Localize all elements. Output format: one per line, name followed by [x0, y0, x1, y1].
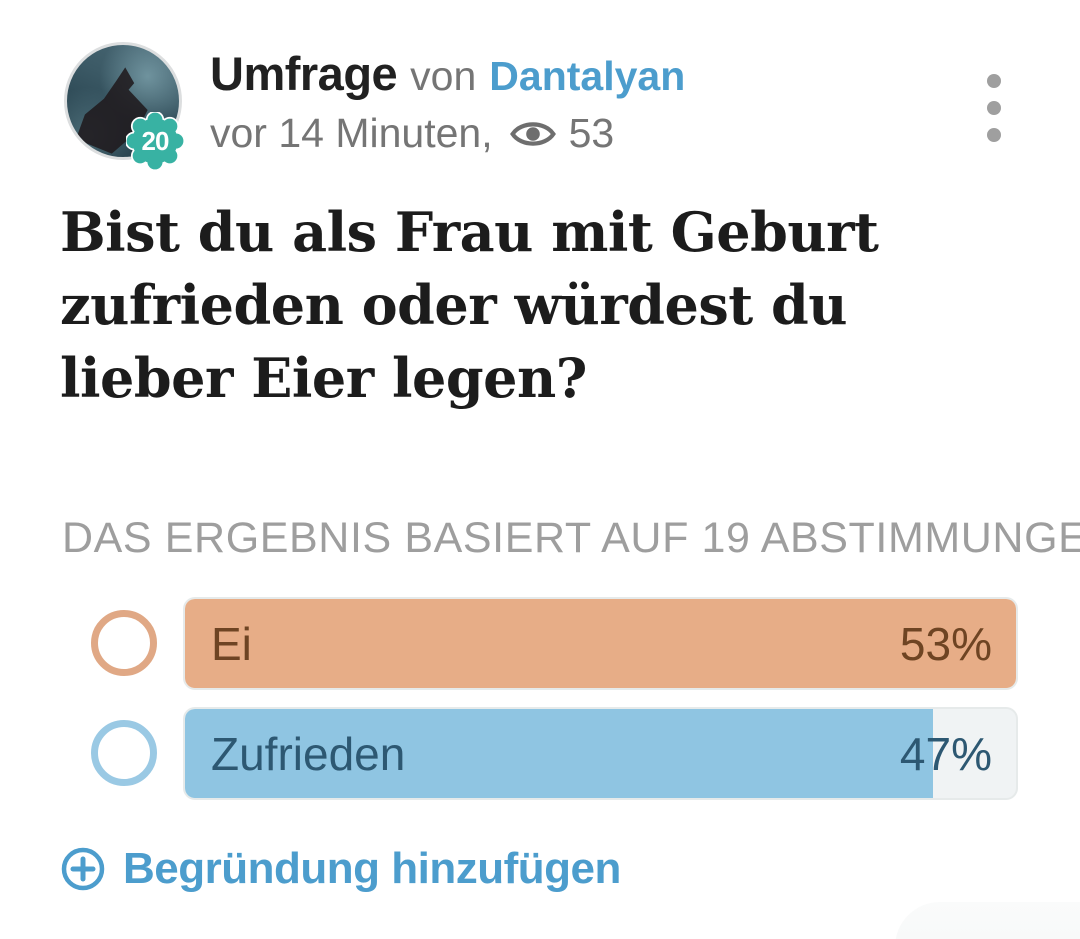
- kebab-menu-icon: [987, 101, 1001, 115]
- poll-bar-fill: [185, 709, 933, 798]
- option-label: Ei: [211, 617, 252, 670]
- radio-button-option-1[interactable]: [91, 610, 157, 676]
- poll-bar-option-2[interactable]: Zufrieden 47%: [183, 707, 1018, 800]
- seal-badge-icon: [126, 112, 184, 170]
- add-reason-button[interactable]: Begründung hinzufügen: [60, 844, 621, 894]
- poll-bar-fill: [185, 599, 1016, 688]
- avatar[interactable]: 20: [64, 42, 184, 170]
- byline-prefix: von: [410, 53, 477, 99]
- level-badge: 20: [126, 112, 184, 170]
- results-summary-label: DAS ERGEBNIS BASIERT AUF 19 ABSTIMMUNGEN: [62, 514, 1080, 562]
- poll-options: Ei 53% Zufrieden 47%: [62, 597, 1018, 817]
- view-count: 53: [568, 110, 615, 156]
- post-type-title: Umfrage: [210, 47, 398, 100]
- poll-option-row: Ei 53%: [62, 597, 1018, 690]
- option-label: Zufrieden: [211, 727, 406, 780]
- level-badge-number: 20: [141, 125, 170, 156]
- option-percent: 53%: [899, 617, 992, 670]
- add-reason-label: Begründung hinzufügen: [123, 844, 621, 893]
- plus-circle-icon: [61, 847, 105, 891]
- eye-icon: [509, 121, 556, 146]
- kebab-menu-icon: [987, 128, 1001, 142]
- poll-bar-option-1[interactable]: Ei 53%: [183, 597, 1018, 690]
- poll-option-row: Zufrieden 47%: [62, 707, 1018, 800]
- option-percent: 47%: [899, 727, 992, 780]
- author-link[interactable]: Dantalyan: [489, 53, 686, 99]
- overflow-menu-button[interactable]: [980, 72, 1008, 157]
- partial-bottom-element: [895, 902, 1080, 939]
- poll-question: Bist du als Frau mit Geburt zufrieden od…: [60, 200, 879, 410]
- avatar-image: [64, 42, 182, 160]
- post-header: Umfrage von Dantalyan vor 14 Minuten, 53: [210, 46, 685, 157]
- timestamp: vor 14 Minuten,: [210, 110, 493, 156]
- radio-button-option-2[interactable]: [91, 720, 157, 786]
- kebab-menu-icon: [987, 74, 1001, 88]
